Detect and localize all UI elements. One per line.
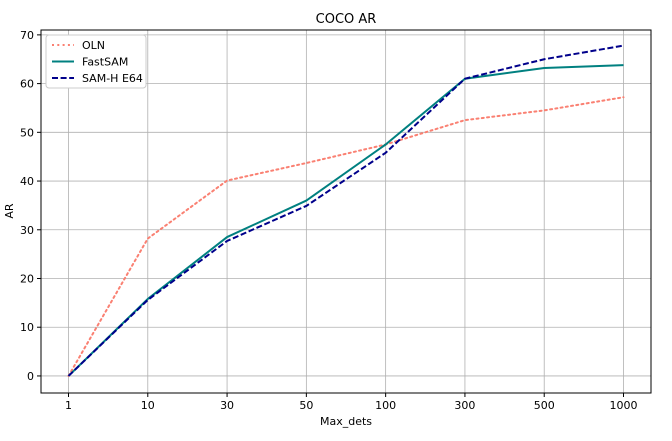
y-tick-label: 20 (20, 272, 34, 285)
series-line-fastsam (67, 64, 624, 377)
x-tick-label: 50 (299, 399, 313, 412)
grid-layer (41, 30, 651, 393)
plot-area (41, 30, 651, 393)
legend-label-sam-h-e64: SAM-H E64 (82, 72, 143, 85)
x-tick-label: 100 (375, 399, 396, 412)
tick-layer: 1 10 30 50 100 300 500 1000 0 10 20 30 40 50 60 70 (20, 29, 638, 412)
chart-title: COCO AR (316, 12, 377, 27)
legend-box (45, 34, 147, 89)
y-tick-label: 70 (20, 29, 34, 42)
y-tick-label: 0 (27, 370, 34, 383)
legend: OLN FastSAM SAM-H E64 (45, 34, 147, 89)
x-tick-label: 300 (454, 399, 475, 412)
x-tick-label: 1 (65, 399, 72, 412)
y-tick-label: 60 (20, 78, 34, 91)
x-tick-label: 1000 (610, 399, 638, 412)
legend-label-oln: OLN (82, 39, 105, 52)
x-axis-label: Max_dets (320, 415, 372, 428)
series-line-sam-h-e64 (67, 44, 624, 377)
y-axis-label: AR (3, 203, 16, 219)
series-layer (67, 44, 625, 377)
plot-frame (40, 29, 652, 394)
legend-items: OLN FastSAM SAM-H E64 (52, 39, 143, 85)
series-line-oln (67, 96, 625, 377)
y-tick-label: 50 (20, 126, 34, 139)
y-tick-label: 10 (20, 321, 34, 334)
x-tick-label: 10 (141, 399, 155, 412)
x-tick-label: 30 (220, 399, 234, 412)
x-tick-label: 500 (534, 399, 555, 412)
legend-label-fastsam: FastSAM (82, 56, 128, 69)
y-tick-label: 30 (20, 224, 34, 237)
y-tick-label: 40 (20, 175, 34, 188)
